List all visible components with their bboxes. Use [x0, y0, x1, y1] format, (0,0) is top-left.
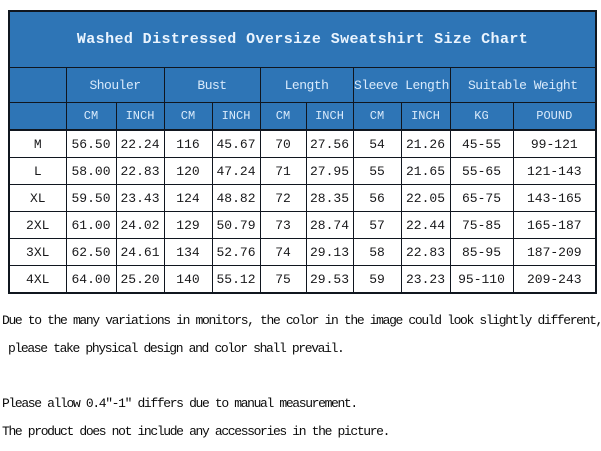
cell: 116 [163, 129, 213, 158]
cell: 70 [259, 129, 307, 158]
cell: 71 [259, 157, 307, 185]
size-chart-table: Washed Distressed Oversize Sweatshirt Si… [8, 10, 598, 294]
size-label: L [8, 157, 67, 185]
cell: 99-121 [512, 129, 597, 158]
column-group-suitable-weight: Suitable Weight [449, 67, 597, 103]
column-group-bust: Bust [163, 67, 261, 103]
chart-title: Washed Distressed Oversize Sweatshirt Si… [8, 10, 597, 68]
note-monitor-color-1: Due to the many variations in monitors, … [2, 313, 601, 328]
cell: 29.53 [305, 265, 354, 294]
cell: 21.26 [400, 129, 451, 158]
cell: 22.24 [115, 129, 165, 158]
unit-header-inch-3: INCH [211, 102, 261, 131]
unit-header-inch-1: INCH [115, 102, 165, 131]
cell: 73 [259, 211, 307, 239]
cell: 165-187 [512, 211, 597, 239]
unit-header-pound-9: POUND [512, 102, 597, 131]
unit-header-cm-0: CM [65, 102, 117, 131]
table-row-l: L 58.00 22.83 120 47.24 71 27.95 55 21.65 55-65 12… [8, 157, 597, 185]
cell: 23.23 [400, 265, 451, 294]
group-header-row: Shouler Bust Length Sleeve Length Suitab… [8, 67, 597, 103]
cell: 24.02 [115, 211, 165, 239]
cell: 121-143 [512, 157, 597, 185]
cell: 28.35 [305, 184, 354, 212]
cell: 62.50 [65, 238, 117, 266]
cell: 21.65 [400, 157, 451, 185]
cell: 52.76 [211, 238, 261, 266]
unit-header-inch-7: INCH [400, 102, 451, 131]
cell: 74 [259, 238, 307, 266]
cell: 45-55 [449, 129, 514, 158]
table-row-xl: XL 59.50 23.43 124 48.82 72 28.35 56 22.05 65-75 1… [8, 184, 597, 212]
cell: 57 [352, 211, 402, 239]
unit-header-inch-5: INCH [305, 102, 354, 131]
cell: 95-110 [449, 265, 514, 294]
cell: 124 [163, 184, 213, 212]
cell: 140 [163, 265, 213, 294]
empty-corner-cell [8, 102, 67, 131]
column-group-length: Length [259, 67, 354, 103]
cell: 25.20 [115, 265, 165, 294]
cell: 58 [352, 238, 402, 266]
cell: 59.50 [65, 184, 117, 212]
cell: 22.83 [115, 157, 165, 185]
note-measurement: Please allow 0.4"-1" differs due to manu… [2, 396, 358, 411]
cell: 65-75 [449, 184, 514, 212]
cell: 23.43 [115, 184, 165, 212]
cell: 64.00 [65, 265, 117, 294]
cell: 28.74 [305, 211, 354, 239]
cell: 29.13 [305, 238, 354, 266]
table-row-3xl: 3XL 62.50 24.61 134 52.76 74 29.13 58 22.83 85-95… [8, 238, 597, 266]
cell: 120 [163, 157, 213, 185]
note-accessories: The product does not include any accesso… [2, 424, 390, 439]
unit-header-cm-6: CM [352, 102, 402, 131]
cell: 187-209 [512, 238, 597, 266]
table-row-m: M 56.50 22.24 116 45.67 70 27.56 54 21.26 45-55 99… [8, 129, 597, 158]
cell: 50.79 [211, 211, 261, 239]
unit-header-kg-8: KG [449, 102, 514, 131]
cell: 209-243 [512, 265, 597, 294]
cell: 24.61 [115, 238, 165, 266]
column-group-sleeve-length: Sleeve Length [352, 67, 451, 103]
unit-header-cm-2: CM [163, 102, 213, 131]
cell: 75-85 [449, 211, 514, 239]
column-group-shoulder: Shouler [65, 67, 165, 103]
cell: 75 [259, 265, 307, 294]
size-label: M [8, 129, 67, 158]
unit-header-cm-4: CM [259, 102, 307, 131]
cell: 85-95 [449, 238, 514, 266]
cell: 54 [352, 129, 402, 158]
cell: 27.56 [305, 129, 354, 158]
note-monitor-color-2: please take physical design and color sh… [8, 341, 345, 356]
cell: 22.44 [400, 211, 451, 239]
cell: 55 [352, 157, 402, 185]
size-label: XL [8, 184, 67, 212]
unit-header-row: CM INCH CM INCH CM INCH CM INCH KG POUND [8, 102, 597, 131]
cell: 55.12 [211, 265, 261, 294]
cell: 61.00 [65, 211, 117, 239]
table-row-2xl: 2XL 61.00 24.02 129 50.79 73 28.74 57 22.44 75-85… [8, 211, 597, 239]
cell: 27.95 [305, 157, 354, 185]
cell: 143-165 [512, 184, 597, 212]
cell: 47.24 [211, 157, 261, 185]
cell: 55-65 [449, 157, 514, 185]
size-label: 4XL [8, 265, 67, 294]
cell: 22.83 [400, 238, 451, 266]
cell: 48.82 [211, 184, 261, 212]
cell: 58.00 [65, 157, 117, 185]
title-row: Washed Distressed Oversize Sweatshirt Si… [8, 10, 597, 68]
size-label: 3XL [8, 238, 67, 266]
empty-corner-cell [8, 67, 67, 103]
cell: 22.05 [400, 184, 451, 212]
cell: 72 [259, 184, 307, 212]
cell: 56 [352, 184, 402, 212]
size-label: 2XL [8, 211, 67, 239]
cell: 59 [352, 265, 402, 294]
cell: 45.67 [211, 129, 261, 158]
cell: 56.50 [65, 129, 117, 158]
table-row-4xl: 4XL 64.00 25.20 140 55.12 75 29.53 59 23.23 95-11… [8, 265, 597, 294]
cell: 129 [163, 211, 213, 239]
cell: 134 [163, 238, 213, 266]
